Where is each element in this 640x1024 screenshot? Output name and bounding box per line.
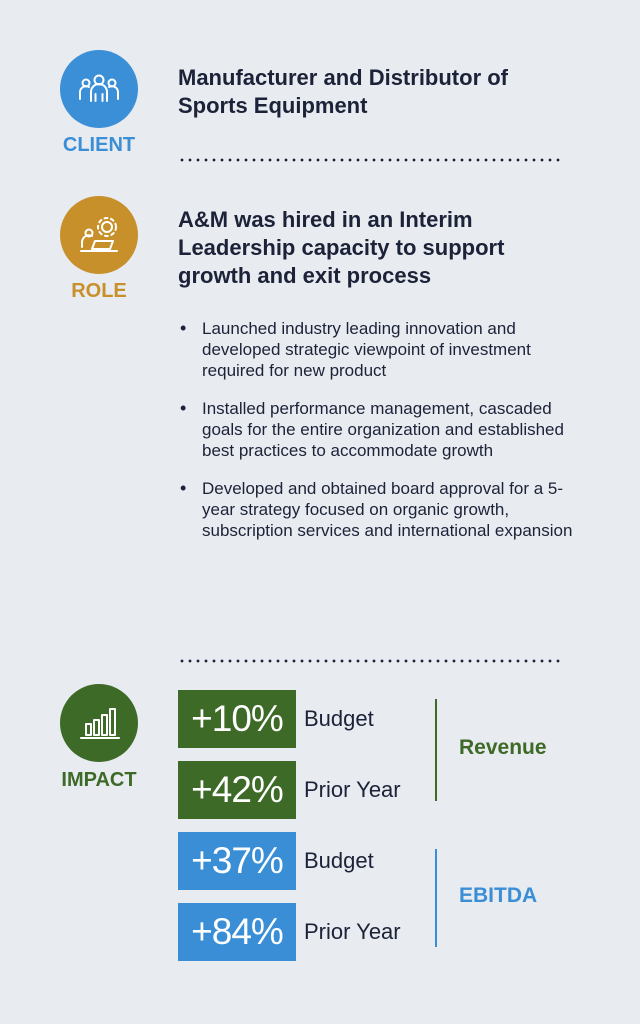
impact-icon-badge (60, 684, 138, 762)
divider-dotted (178, 158, 562, 162)
client-label: CLIENT (62, 134, 136, 156)
role-icon-badge (60, 196, 138, 274)
revenue-label: Revenue (459, 736, 547, 759)
impact-label: IMPACT (61, 769, 137, 791)
role-title: A&M was hired in an Interim Leadership c… (178, 206, 504, 290)
metric-desc: Prior Year (304, 777, 401, 802)
metric-value: +84% (178, 903, 296, 961)
gear-laptop-icon (80, 217, 118, 252)
revenue-bracket-line (435, 699, 437, 801)
metric-ebitda-budget: +37% Budget (178, 832, 374, 890)
ebitda-label: EBITDA (459, 884, 538, 907)
bullet-item: Launched industry leading innovation and… (178, 318, 578, 381)
client-title: Manufacturer and Distributor of Sports E… (178, 64, 508, 120)
role-title-line-1: A&M was hired in an Interim (178, 207, 473, 232)
people-group-icon (79, 74, 119, 102)
metric-value: +37% (178, 832, 296, 890)
role-title-line-3: growth and exit process (178, 263, 432, 288)
role-title-line-2: Leadership capacity to support (178, 235, 505, 260)
role-label: ROLE (71, 280, 127, 302)
role-bullet-list: Launched industry leading innovation and… (178, 318, 578, 558)
bar-chart-icon (80, 708, 120, 739)
bullet-item: Installed performance management, cascad… (178, 398, 578, 461)
client-title-line-1: Manufacturer and Distributor of (178, 65, 509, 90)
bullet-item: Developed and obtained board approval fo… (178, 478, 578, 541)
ebitda-bracket-line (435, 849, 437, 947)
metric-ebitda-prior-year: +84% Prior Year (178, 903, 401, 961)
metric-revenue-prior-year: +42% Prior Year (178, 761, 401, 819)
metric-desc: Budget (304, 706, 374, 731)
client-icon-badge (60, 50, 138, 128)
divider-dotted (178, 659, 562, 663)
metric-value: +42% (178, 761, 296, 819)
metric-value: +10% (178, 690, 296, 748)
metric-desc: Prior Year (304, 919, 401, 944)
client-title-line-2: Sports Equipment (178, 93, 368, 118)
metric-desc: Budget (304, 848, 374, 873)
metric-revenue-budget: +10% Budget (178, 690, 374, 748)
